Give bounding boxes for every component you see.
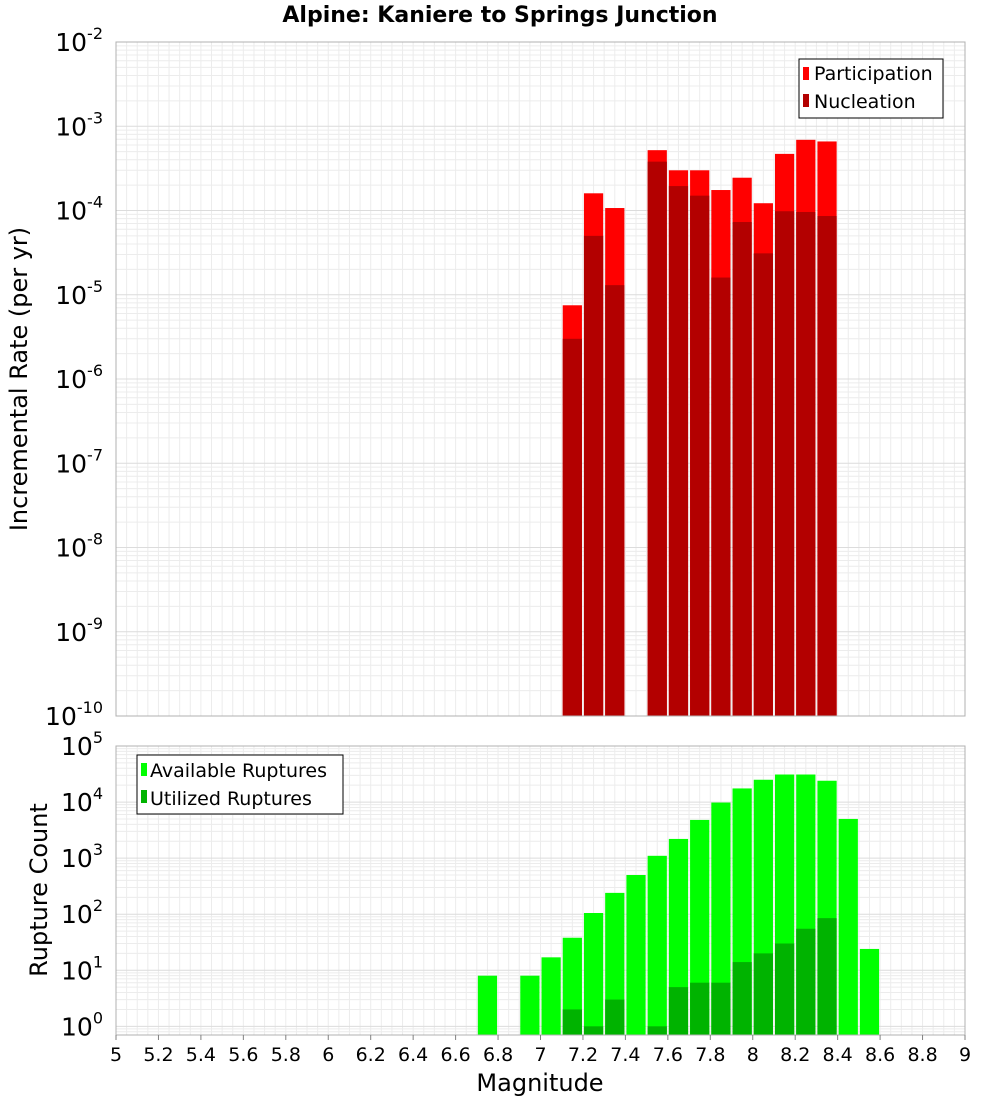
bar-utilized-ruptures-8-25 [796, 928, 816, 1035]
x-tick-label: 5 [110, 1044, 122, 1066]
bottom-y-tick-label: 101 [61, 952, 103, 985]
x-tick-label: 6 [322, 1044, 334, 1066]
bottom-y-tick-label: 100 [61, 1008, 103, 1041]
x-tick-label: 7.2 [568, 1044, 598, 1066]
x-tick-label: 8.8 [907, 1044, 937, 1066]
top-y-tick-label: 10-6 [55, 361, 103, 394]
x-tick-label: 5.8 [271, 1044, 301, 1066]
legend-swatch-nucleation [803, 94, 809, 107]
top-y-axis-label: Incremental Rate (per yr) [5, 227, 33, 531]
bottom-legend: Available Ruptures Utilized Ruptures [136, 754, 344, 815]
top-y-tick-label: 10-8 [55, 530, 103, 563]
bar-utilized-ruptures-7-75 [690, 982, 710, 1035]
bar-nucleation-7-65 [668, 186, 689, 717]
x-tick-label: 5.2 [143, 1044, 173, 1066]
bottom-legend-box [136, 754, 344, 815]
top-y-tick-label: 10-10 [45, 698, 103, 731]
bar-nucleation-7-75 [690, 195, 710, 716]
bar-available-ruptures-7-85 [711, 802, 731, 1035]
x-axis-label: Magnitude [476, 1069, 603, 1097]
bar-nucleation-7-35 [605, 285, 625, 716]
top-y-tick-label: 10-4 [55, 193, 103, 226]
bottom-y-tick-label: 105 [61, 728, 103, 761]
top-plot-border [115, 41, 966, 717]
x-tick-label: 7.6 [653, 1044, 683, 1066]
x-tick-label: 6.4 [398, 1044, 428, 1066]
top-legend-box [798, 58, 944, 119]
x-tick-label: 5.4 [186, 1044, 216, 1066]
bar-utilized-ruptures-7-55 [647, 1026, 667, 1035]
legend-swatch-utilized-ruptures [141, 790, 147, 803]
x-tick-label: 9 [959, 1044, 971, 1066]
bar-utilized-ruptures-7-95 [732, 962, 752, 1035]
bar-nucleation-8-25 [796, 211, 816, 716]
bar-available-ruptures-7-25 [583, 913, 604, 1035]
legend-label-nucleation: Nucleation [814, 91, 916, 113]
x-tick-label: 6.8 [483, 1044, 513, 1066]
legend-swatch-available-ruptures [141, 763, 147, 776]
bar-available-ruptures-8-55 [859, 948, 880, 1035]
bar-utilized-ruptures-8-05 [753, 953, 773, 1035]
bottom-y-tick-label: 103 [61, 840, 103, 873]
x-ticks: 5 5.2 5.4 5.6 5.8 6 6.2 6.4 6.6 6.8 7 7.2 7.4 7.6 7.8 8… [110, 1035, 971, 1066]
bar-nucleation-8-15 [774, 211, 795, 716]
x-tick-label: 8.6 [865, 1044, 895, 1066]
bar-nucleation-8-35 [817, 216, 837, 717]
bar-available-ruptures-7-65 [668, 838, 689, 1035]
bar-available-ruptures-7-05 [541, 957, 561, 1035]
x-tick-label: 8.4 [823, 1044, 853, 1066]
chart-title: Alpine: Kaniere to Springs Junction [282, 3, 717, 28]
bar-available-ruptures-6-75 [477, 975, 498, 1035]
top-y-tick-label: 10-7 [55, 445, 103, 478]
bar-utilized-ruptures-7-15 [562, 1009, 582, 1035]
bar-nucleation-7-95 [732, 222, 752, 716]
bar-nucleation-7-25 [583, 235, 604, 717]
legend-label-available-ruptures: Available Ruptures [150, 760, 327, 782]
x-tick-label: 6.2 [356, 1044, 386, 1066]
bar-utilized-ruptures-7-65 [668, 987, 689, 1035]
x-tick-label: 7.4 [610, 1044, 640, 1066]
bottom-y-ticks: 100 101 102 103 104 105 [61, 728, 103, 1041]
bar-nucleation-7-85 [711, 277, 731, 716]
bar-utilized-ruptures-8-35 [817, 918, 837, 1035]
top-grid [115, 42, 966, 717]
bar-utilized-ruptures-8-15 [774, 943, 795, 1035]
bar-nucleation-8-05 [753, 253, 773, 716]
bottom-y-tick-label: 104 [61, 784, 103, 817]
legend-label-utilized-ruptures: Utilized Ruptures [150, 788, 312, 810]
top-y-tick-label: 10-2 [55, 24, 103, 57]
bar-available-ruptures-7-35 [605, 892, 625, 1035]
bar-available-ruptures-7-45 [626, 875, 646, 1035]
bar-utilized-ruptures-7-35 [605, 999, 625, 1035]
x-tick-label: 7.8 [695, 1044, 725, 1066]
bar-available-ruptures-6-95 [520, 975, 540, 1035]
top-panel: 10-10 10-9 10-8 10-7 10-6 10-5 10-4 10-3 10-2 In… [5, 24, 966, 731]
top-y-tick-label: 10-9 [55, 614, 103, 647]
x-tick-label: 7 [534, 1044, 546, 1066]
top-y-tick-label: 10-5 [55, 277, 103, 310]
bottom-y-axis-label: Rupture Count [25, 803, 53, 977]
bar-utilized-ruptures-7-85 [711, 982, 731, 1035]
bottom-bars [477, 774, 880, 1035]
top-y-tick-label: 10-3 [55, 108, 103, 141]
bar-nucleation-7-15 [562, 338, 582, 716]
bottom-y-tick-label: 102 [61, 896, 103, 929]
x-tick-label: 5.6 [228, 1044, 258, 1066]
bar-available-ruptures-8-45 [838, 818, 858, 1035]
bar-available-ruptures-7-75 [690, 819, 710, 1035]
x-tick-label: 8 [747, 1044, 759, 1066]
bottom-panel: 100 101 102 103 104 105 5 5.2 5.4 5.6 5.8 6 6.2 6.4 6… [25, 728, 971, 1097]
x-tick-label: 6.6 [440, 1044, 470, 1066]
top-bars [562, 139, 837, 717]
legend-label-participation: Participation [814, 63, 933, 85]
bar-nucleation-7-55 [647, 161, 667, 717]
legend-swatch-participation [803, 67, 809, 80]
bar-available-ruptures-7-55 [647, 855, 667, 1035]
x-tick-label: 8.2 [780, 1044, 810, 1066]
top-y-ticks: 10-10 10-9 10-8 10-7 10-6 10-5 10-4 10-3 10-2 [45, 24, 103, 731]
top-legend: Participation Nucleation [798, 58, 944, 119]
bar-utilized-ruptures-7-25 [583, 1026, 604, 1035]
